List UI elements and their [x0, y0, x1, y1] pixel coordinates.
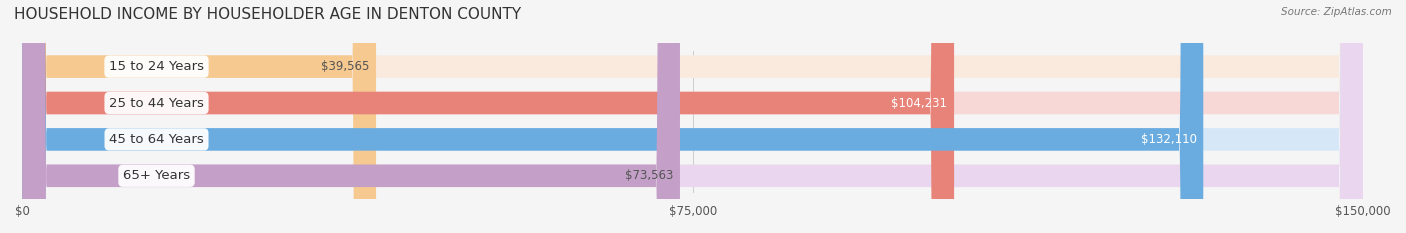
Text: 25 to 44 Years: 25 to 44 Years	[110, 96, 204, 110]
FancyBboxPatch shape	[22, 0, 1364, 233]
Text: $73,563: $73,563	[624, 169, 673, 182]
Text: 65+ Years: 65+ Years	[122, 169, 190, 182]
FancyBboxPatch shape	[22, 0, 955, 233]
Text: 15 to 24 Years: 15 to 24 Years	[110, 60, 204, 73]
Text: $104,231: $104,231	[891, 96, 948, 110]
FancyBboxPatch shape	[22, 0, 1364, 233]
FancyBboxPatch shape	[22, 0, 1364, 233]
FancyBboxPatch shape	[22, 0, 681, 233]
FancyBboxPatch shape	[22, 0, 1364, 233]
Text: $132,110: $132,110	[1140, 133, 1197, 146]
Text: Source: ZipAtlas.com: Source: ZipAtlas.com	[1281, 7, 1392, 17]
FancyBboxPatch shape	[22, 0, 1204, 233]
Text: 45 to 64 Years: 45 to 64 Years	[110, 133, 204, 146]
FancyBboxPatch shape	[22, 0, 375, 233]
Text: $39,565: $39,565	[321, 60, 370, 73]
Text: HOUSEHOLD INCOME BY HOUSEHOLDER AGE IN DENTON COUNTY: HOUSEHOLD INCOME BY HOUSEHOLDER AGE IN D…	[14, 7, 522, 22]
